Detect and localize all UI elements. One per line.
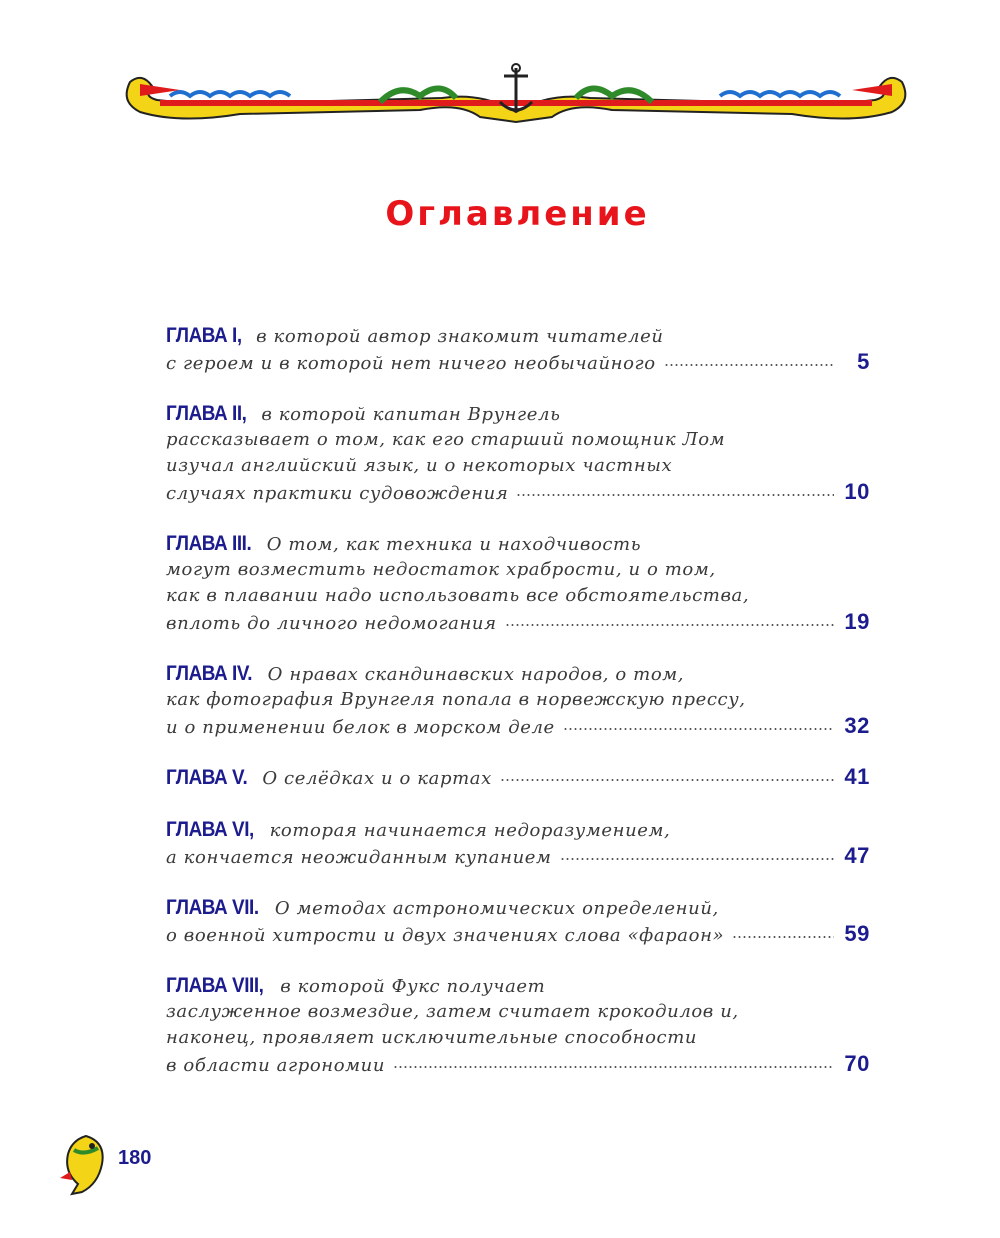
chapter-label: ГЛАВА I, xyxy=(166,324,242,347)
chapter-title-text: а кончается неожиданным купанием xyxy=(166,847,552,868)
dot-leader xyxy=(516,492,834,498)
page-footer: 180 xyxy=(58,1132,151,1196)
toc-line: изучал английский язык, и о некоторых ча… xyxy=(166,453,870,479)
page-number-link[interactable]: 70 xyxy=(844,1051,870,1076)
chapter-title-text: которая начинается недоразумением, xyxy=(269,820,671,841)
dot-leader xyxy=(663,362,834,368)
toc-line: наконец, проявляет исключительные способ… xyxy=(166,1025,870,1051)
toc-line: ГЛАВА VI, которая начинается недоразумени… xyxy=(166,817,870,843)
toc-line: ГЛАВА I, в которой автор знакомит читател… xyxy=(166,323,870,349)
fish-icon xyxy=(60,1134,104,1196)
chapter-label: ГЛАВА VIII, xyxy=(166,974,264,997)
toc-line: и о применении белок в морском деле 32 xyxy=(166,713,870,739)
chapter-title-text: случаях практики судовождения xyxy=(166,483,509,504)
page-number-link[interactable]: 59 xyxy=(844,921,870,946)
chapter-title-text: О селёдках и о картах xyxy=(262,768,492,789)
toc-line: ГЛАВА IV. О нравах скандинавских народов,… xyxy=(166,661,870,687)
chapter-title-text: О нравах скандинавских народов, о том, xyxy=(267,664,685,685)
chapter-title-text: изучал английский язык, и о некоторых ча… xyxy=(166,455,673,476)
toc-line: ГЛАВА II, в которой капитан Врунгель xyxy=(166,401,870,427)
page-number-link[interactable]: 5 xyxy=(857,349,870,374)
chapter-title-text: заслуженное возмездие, затем считает кро… xyxy=(166,1001,739,1022)
toc-line: о военной хитрости и двух значениях слов… xyxy=(166,921,870,947)
page-number-link[interactable]: 32 xyxy=(844,713,870,738)
toc-line: с героем и в которой нет ничего необычай… xyxy=(166,349,870,375)
toc-line: ГЛАВА III. О том, как техника и находчиво… xyxy=(166,531,870,557)
page-number: 180 xyxy=(118,1146,152,1169)
toc-entry[interactable]: ГЛАВА IV. О нравах скандинавских народов,… xyxy=(166,661,870,739)
chapter-title-text: как фотография Врунгеля попала в норвежс… xyxy=(166,689,746,710)
page-number-link[interactable]: 10 xyxy=(844,479,870,504)
chapter-title-text: как в плавании надо использовать все обс… xyxy=(166,585,750,606)
chapter-title-text: в области агрономии xyxy=(166,1055,386,1076)
chapter-label: ГЛАВА VII. xyxy=(166,896,259,919)
toc-line: могут возместить недостаток храбрости, и… xyxy=(166,557,870,583)
chapter-title-text: и о применении белок в морском деле xyxy=(166,717,555,738)
chapter-title-text: в которой автор знакомит читателей xyxy=(256,326,664,347)
toc-line: а кончается неожиданным купанием 47 xyxy=(166,843,870,869)
page-number-link[interactable]: 41 xyxy=(844,764,870,789)
dot-leader xyxy=(393,1064,834,1070)
chapter-title-text: О том, как техника и находчивость xyxy=(266,534,642,555)
toc-line: случаях практики судовождения 10 xyxy=(166,479,870,505)
toc-line: заслуженное возмездие, затем считает кро… xyxy=(166,999,870,1025)
toc-line: ГЛАВА VIII, в которой Фукс получает xyxy=(166,973,870,999)
chapter-title-text: в которой капитан Врунгель xyxy=(261,404,561,425)
toc-line: ГЛАВА V. О селёдках и о картах 41 xyxy=(166,764,870,790)
chapter-title-text: рассказывает о том, как его старший помо… xyxy=(166,429,726,450)
dot-leader xyxy=(499,777,834,783)
chapter-label: ГЛАВА VI, xyxy=(166,818,254,841)
page-number-link[interactable]: 19 xyxy=(844,609,870,634)
toc-entry[interactable]: ГЛАВА V. О селёдках и о картах 41 xyxy=(166,764,870,790)
chapter-label: ГЛАВА V. xyxy=(166,766,248,789)
toc-entry[interactable]: ГЛАВА VII. О методах астрономических опре… xyxy=(166,895,870,947)
chapter-title-text: могут возместить недостаток храбрости, и… xyxy=(166,559,716,580)
toc-entry[interactable]: ГЛАВА VI, которая начинается недоразумени… xyxy=(166,817,870,869)
dot-leader xyxy=(504,622,834,628)
chapter-title-text: наконец, проявляет исключительные способ… xyxy=(166,1027,698,1048)
chapter-title-text: о военной хитрости и двух значениях слов… xyxy=(166,925,725,946)
toc-line: вплоть до личного недомогания 19 xyxy=(166,609,870,635)
toc-entry[interactable]: ГЛАВА II, в которой капитан Врунгель расск… xyxy=(166,401,870,505)
dot-leader xyxy=(732,934,834,940)
toc-line: ГЛАВА VII. О методах астрономических опре… xyxy=(166,895,870,921)
chapter-title-text: О методах астрономических определений, xyxy=(274,898,719,919)
toc-entry[interactable]: ГЛАВА I, в которой автор знакомит читател… xyxy=(166,323,870,375)
header-ornament-icon xyxy=(125,63,907,124)
dot-leader xyxy=(562,726,834,732)
chapter-title-text: вплоть до личного недомогания xyxy=(166,613,497,634)
chapter-label: ГЛАВА IV. xyxy=(166,662,253,685)
chapter-label: ГЛАВА II, xyxy=(166,402,247,425)
toc-entry[interactable]: ГЛАВА III. О том, как техника и находчиво… xyxy=(166,531,870,635)
page-title: Оглавление xyxy=(385,194,650,234)
dot-leader xyxy=(559,856,834,862)
toc-entry[interactable]: ГЛАВА VIII, в которой Фукс получает заслуж… xyxy=(166,973,870,1077)
toc-line: рассказывает о том, как его старший помо… xyxy=(166,427,870,453)
page-number-link[interactable]: 47 xyxy=(844,843,870,868)
toc-line: как в плавании надо использовать все обс… xyxy=(166,583,870,609)
toc-line: как фотография Врунгеля попала в норвежс… xyxy=(166,687,870,713)
chapter-title-text: в которой Фукс получает xyxy=(280,976,546,997)
chapter-label: ГЛАВА III. xyxy=(166,532,252,555)
chapter-title-text: с героем и в которой нет ничего необычай… xyxy=(166,353,656,374)
toc-line: в области агрономии 70 xyxy=(166,1051,870,1077)
